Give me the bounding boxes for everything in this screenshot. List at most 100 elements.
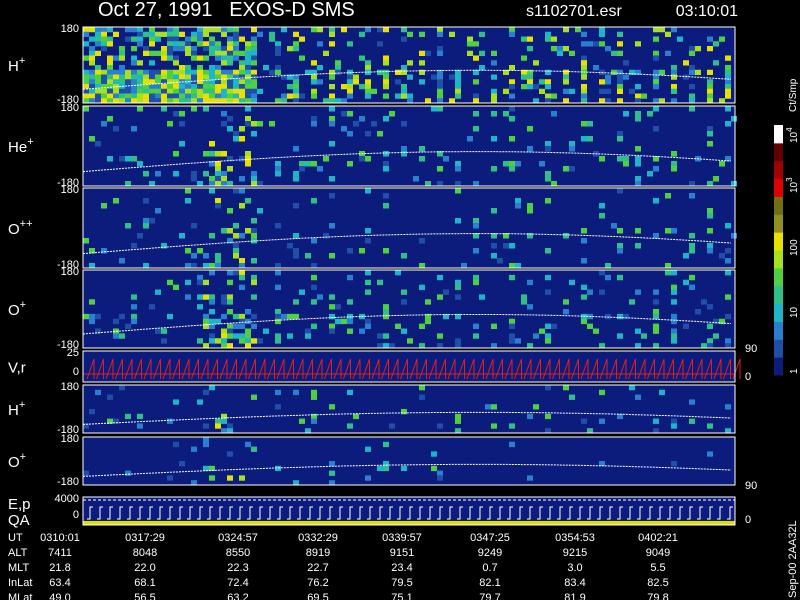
- spectrogram-cell: [437, 50, 443, 56]
- spectrogram-cell: [101, 69, 107, 75]
- spectrogram-cell: [185, 69, 191, 75]
- spectrogram-cell: [107, 69, 113, 75]
- spectrogram-cell: [617, 98, 623, 104]
- spectrogram-cell: [95, 41, 101, 47]
- spectrogram-cell: [527, 84, 533, 90]
- spectrogram-cell: [251, 294, 257, 300]
- spectrogram-cell: [731, 181, 737, 187]
- spectrogram-cell: [275, 404, 281, 410]
- spectrogram-cell: [419, 238, 425, 244]
- spectrogram-cell: [119, 69, 125, 75]
- spectrogram-cell: [125, 93, 131, 99]
- spectrogram-cell: [143, 223, 149, 229]
- spectrogram-cell: [167, 313, 173, 320]
- spectrogram-cell: [83, 106, 89, 112]
- spectrogram-cell: [143, 263, 149, 269]
- spectrogram-cell: [221, 84, 227, 90]
- spectrogram-cell: [455, 181, 461, 187]
- spectrogram-cell: [647, 171, 653, 177]
- spectrogram-cell: [119, 88, 125, 94]
- spectrogram-cell: [209, 318, 215, 325]
- spectrogram-cell: [227, 36, 233, 42]
- spectrogram-cell: [209, 181, 215, 187]
- spectrogram-cell: [335, 60, 341, 66]
- spectrogram-cell: [659, 389, 665, 396]
- colorbar-step: [774, 214, 783, 233]
- spectrogram-cell: [437, 93, 443, 99]
- spectrogram-cell: [215, 171, 221, 177]
- spectrogram-cell: [173, 84, 179, 90]
- spectrogram-cell: [227, 475, 233, 481]
- spectrogram-cell: [185, 279, 191, 286]
- spectrogram-cell: [251, 338, 257, 344]
- spectrogram-cell: [347, 318, 353, 325]
- spectrogram-cell: [227, 423, 233, 429]
- spectrogram-cell: [599, 418, 605, 424]
- spectrogram-cell: [569, 141, 575, 147]
- spectrogram-cell: [425, 313, 431, 320]
- spectrogram-cell: [617, 69, 623, 75]
- spectrogram-cell: [551, 46, 557, 52]
- spectrogram-cell: [257, 181, 263, 187]
- spectrogram-cell: [665, 270, 671, 276]
- spectrogram-cell: [155, 171, 161, 177]
- spectrogram-cell: [569, 146, 575, 152]
- spectrogram-cell: [311, 60, 317, 66]
- spectrogram-cell: [635, 181, 641, 187]
- spectrogram-cell: [365, 65, 371, 71]
- spectrogram-cell: [197, 338, 203, 344]
- spectrogram-cell: [215, 263, 221, 269]
- spectrogram-cell: [113, 79, 119, 85]
- spectrogram-cell: [251, 274, 257, 281]
- spectrogram-cell: [671, 161, 677, 167]
- spectrogram-cell: [689, 418, 695, 424]
- spectrogram-cell: [185, 98, 191, 104]
- panel-frame: [82, 105, 736, 187]
- spectrogram-cell: [239, 126, 245, 132]
- spectrogram-cell: [149, 69, 155, 75]
- spectrogram-cell: [95, 88, 101, 94]
- spectrogram-cell: [233, 136, 239, 142]
- spectrogram-cell: [251, 93, 257, 99]
- spectrogram-cell: [203, 69, 209, 75]
- spectrogram-cell: [725, 270, 731, 276]
- spectrogram-cell: [191, 88, 197, 94]
- panel-frame: [82, 187, 736, 269]
- spectrogram-cell: [311, 79, 317, 85]
- panel-label: O+: [8, 451, 26, 471]
- spectrogram-cell: [251, 27, 257, 33]
- spectrogram-cell: [209, 475, 215, 481]
- spectrogram-cell: [185, 93, 191, 99]
- spectrogram-cell: [173, 79, 179, 85]
- spectrogram-cell: [95, 328, 101, 334]
- spectrogram-cell: [287, 46, 293, 52]
- panel-label: O+: [8, 299, 26, 319]
- spectrogram-cell: [239, 313, 245, 320]
- spectrogram-cell: [383, 248, 389, 254]
- ephemeris-value: 0310:01: [40, 532, 80, 544]
- spectrogram-cell: [95, 79, 101, 85]
- spectrogram-cell: [197, 88, 203, 94]
- spectrogram-cell: [191, 93, 197, 99]
- spectrogram-cell: [251, 323, 257, 329]
- spectrogram-cell: [125, 470, 131, 476]
- colorbar-step: [774, 142, 783, 162]
- axis-top: 25: [67, 347, 79, 359]
- spectrogram-cell: [437, 294, 443, 300]
- spectrogram-cell: [359, 84, 365, 90]
- spectrogram-cell: [233, 50, 239, 56]
- spectrogram-cell: [239, 318, 245, 325]
- spectrogram-cell: [215, 423, 221, 429]
- spectrogram-cell: [131, 27, 137, 33]
- spectrogram-cell: [119, 385, 125, 391]
- spectrogram-cell: [467, 36, 473, 42]
- axis-top: 180: [61, 381, 79, 393]
- spectrogram-cell: [89, 69, 95, 75]
- spectrogram-cell: [473, 248, 479, 254]
- spectrogram-cell: [617, 41, 623, 47]
- spectrogram-cell: [383, 84, 389, 90]
- spectrogram-cell: [503, 69, 509, 75]
- spectrogram-cell: [209, 323, 215, 329]
- spectrogram-cell: [725, 248, 731, 254]
- spectrogram-cell: [239, 156, 245, 162]
